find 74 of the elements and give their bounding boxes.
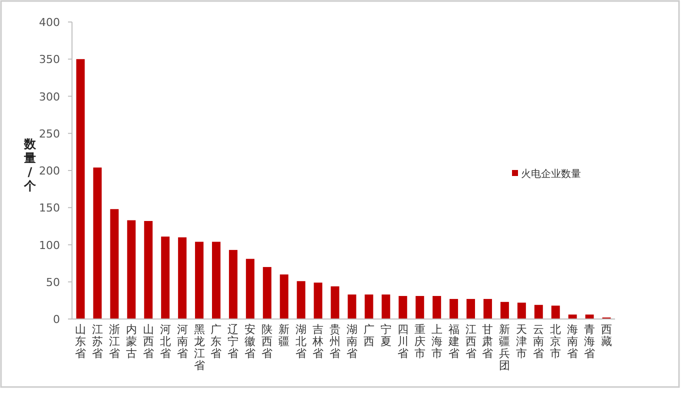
bar: [416, 296, 424, 319]
x-tick-label: 云南省: [533, 323, 544, 360]
x-tick-label: 湖南省: [346, 323, 358, 360]
bar: [534, 304, 543, 319]
bar: [161, 236, 170, 319]
bar: [483, 298, 492, 319]
bar: [127, 220, 136, 319]
x-tick-label: 吉林省: [312, 323, 324, 360]
x-tick-label: 黑龙江省: [194, 323, 205, 372]
bar: [450, 298, 458, 319]
x-tick-label: 江苏省: [92, 323, 103, 360]
bar: [296, 281, 306, 319]
x-tick-label: 海南省: [567, 323, 578, 360]
bar: [585, 314, 594, 319]
bar: [398, 296, 408, 319]
x-tick-label: 辽宁省: [228, 323, 239, 360]
x-tick-label: 天津市: [516, 323, 528, 360]
bar: [212, 242, 220, 319]
bar: [246, 258, 254, 319]
x-tick-label: 重庆市: [414, 323, 426, 360]
y-axis-title: 数量/个: [23, 137, 37, 193]
x-tick-label: 甘肃省: [482, 323, 494, 360]
x-tick-label: 湖北省: [296, 323, 307, 360]
x-tick-label: 陕西省: [262, 323, 273, 360]
x-tick-label: 河南省: [176, 323, 188, 360]
x-tick-label: 河北省: [160, 323, 171, 360]
x-tick-label: 福建省: [447, 323, 460, 360]
bar: [500, 302, 509, 319]
y-tick-label: 0: [53, 313, 60, 326]
x-tick-label: 江西省: [465, 323, 476, 360]
bar: [551, 306, 560, 319]
bar: [314, 282, 322, 319]
x-tick-label: 山东省: [74, 323, 86, 360]
x-tick-label: 内蒙古: [126, 323, 137, 360]
y-tick-label: 150: [39, 202, 60, 215]
y-tick-label: 350: [39, 53, 60, 66]
bar: [364, 294, 374, 319]
bar: [144, 220, 153, 319]
bar: [568, 314, 577, 319]
y-tick-label: 300: [39, 90, 60, 104]
bar: [93, 168, 102, 319]
x-tick-label: 广西: [363, 323, 374, 348]
x-tick-label: 上海市: [431, 323, 442, 360]
y-tick-label: 400: [39, 16, 60, 29]
bar: [262, 267, 272, 319]
bar: [228, 250, 238, 319]
x-tick-label: 山西省: [142, 323, 154, 360]
y-tick-label: 50: [46, 276, 60, 289]
x-tick-label: 西藏: [601, 323, 612, 348]
bar: [330, 286, 340, 319]
bar: [76, 59, 85, 319]
y-tick-label: 250: [39, 127, 60, 140]
x-tick-label: 安徽省: [244, 323, 256, 360]
bar: [348, 294, 356, 319]
bar: [178, 237, 187, 319]
x-tick-label: 贵州省: [330, 323, 341, 360]
bar: [382, 294, 390, 319]
x-tick-label: 新疆: [278, 323, 290, 348]
x-tick-label: 青海省: [584, 323, 596, 360]
bar: [195, 242, 204, 319]
legend-label: 火电企业数量: [521, 168, 581, 180]
x-tick-label: 宁夏: [380, 323, 392, 348]
bar: [280, 274, 288, 319]
x-tick-label: 浙江省: [108, 323, 120, 360]
x-tick-label: 新疆兵团: [499, 323, 510, 372]
bar: [432, 296, 442, 319]
x-tick-label: 四川省: [397, 323, 408, 360]
x-tick-label: 广东省: [210, 323, 222, 360]
x-tick-label: 北京市: [550, 323, 562, 360]
y-tick-label: 200: [39, 164, 60, 178]
bar: [466, 298, 476, 319]
bar: [110, 209, 119, 319]
y-tick-label: 100: [39, 238, 60, 252]
bar: [517, 302, 526, 319]
